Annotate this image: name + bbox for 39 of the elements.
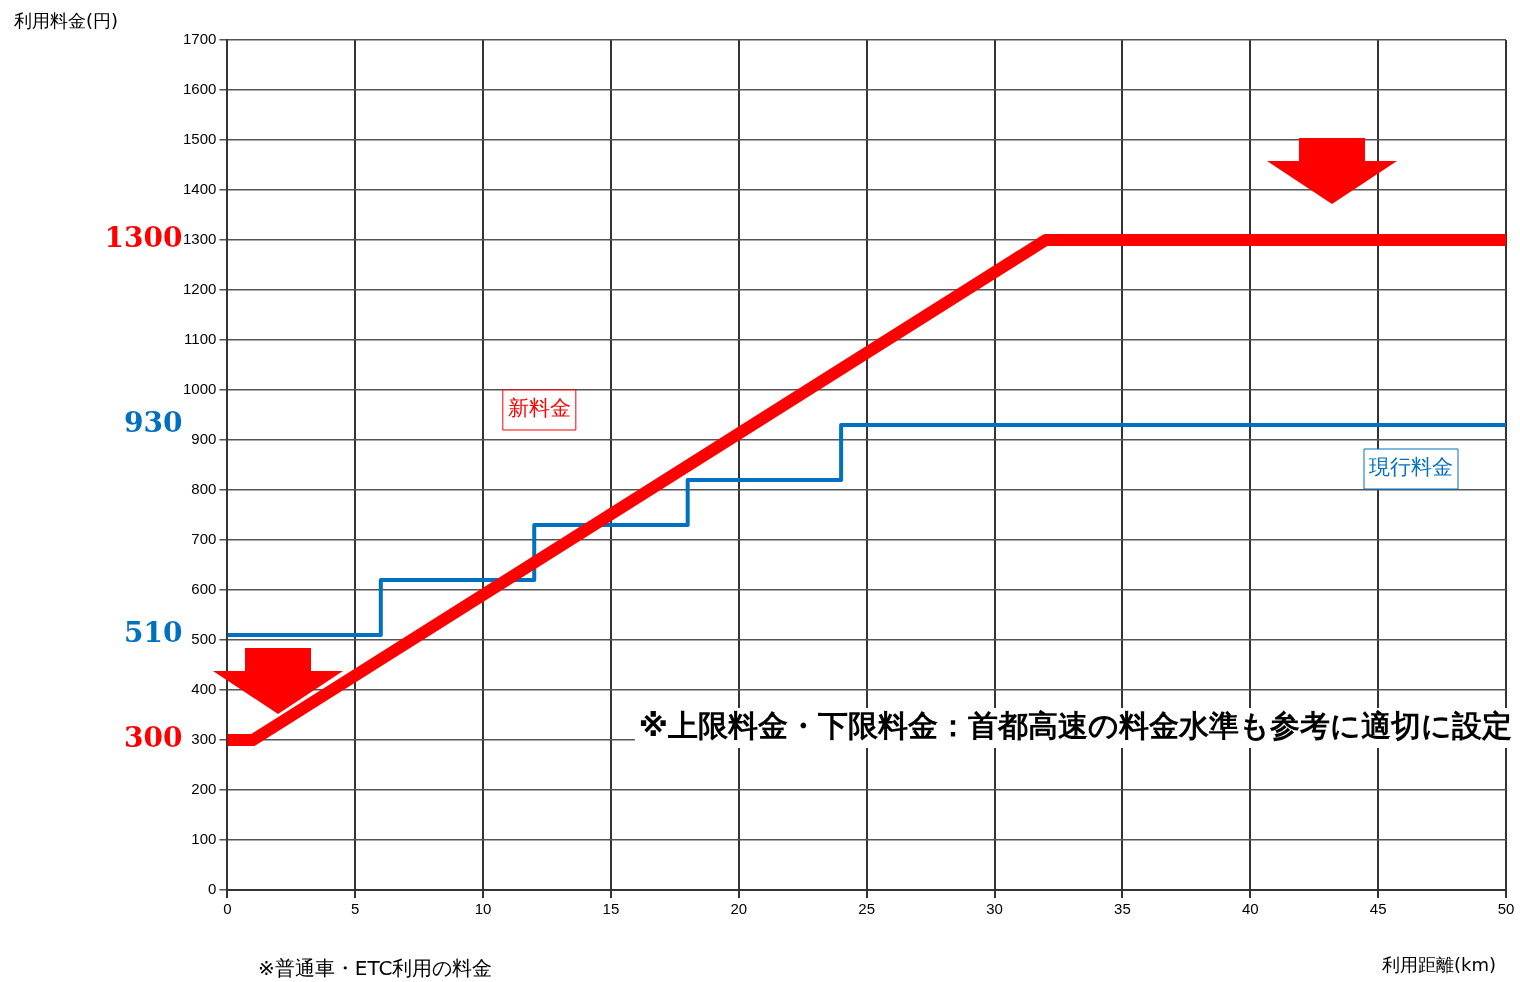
x-tick-label: 5: [351, 900, 360, 918]
y-tick-label: 1400: [182, 180, 217, 198]
y-tick-label: 300: [191, 730, 217, 748]
y-tick-label: 500: [191, 630, 217, 648]
y-tick-label: 1600: [182, 80, 217, 98]
x-tick-label: 30: [986, 900, 1003, 918]
y-tick-label: 100: [191, 830, 217, 848]
y-axis-title: 利用料金(円): [14, 9, 119, 31]
annotation: 300: [123, 721, 183, 755]
x-axis-title: 利用距離(km): [1381, 953, 1496, 975]
text: 930: [123, 406, 183, 440]
x-tick-label: 35: [1114, 900, 1131, 918]
y-tick-label: 900: [191, 430, 217, 448]
y-tick-label: 600: [191, 580, 217, 598]
x-tick-label: 40: [1241, 900, 1259, 918]
x-tick-label: 10: [474, 900, 492, 918]
annotation: 510: [123, 616, 183, 650]
x-tick-label: 50: [1497, 900, 1515, 918]
y-tick-label: 700: [191, 530, 217, 548]
text: ※普通車・ETC利用の料金: [258, 956, 493, 981]
y-tick-label: 1000: [182, 380, 217, 398]
y-tick-label: 1300: [182, 230, 217, 248]
y-tick-label: 0: [208, 880, 217, 898]
y-tick-label: 1500: [182, 130, 217, 148]
x-tick-label: 45: [1369, 900, 1387, 918]
y-tick-label: 1700: [182, 30, 217, 48]
y-tick-label: 1200: [182, 280, 217, 298]
x-tick-label: 0: [223, 900, 232, 918]
x-tick-label: 25: [858, 900, 876, 918]
annotation: ※上限料金・下限料金：首都高速の料金水準も参考に適切に設定: [638, 707, 1512, 743]
text: 新料金: [507, 396, 571, 421]
y-tick-label: 800: [191, 480, 217, 498]
x-tick-label: 20: [730, 900, 748, 918]
x-tick-label: 15: [602, 900, 620, 918]
text: 1300: [104, 221, 183, 255]
y-tick-label: 400: [191, 680, 217, 698]
y-tick-label: 1100: [184, 330, 217, 348]
y-tick-label: 200: [191, 780, 217, 798]
series-label: 現行料金: [1369, 455, 1453, 480]
